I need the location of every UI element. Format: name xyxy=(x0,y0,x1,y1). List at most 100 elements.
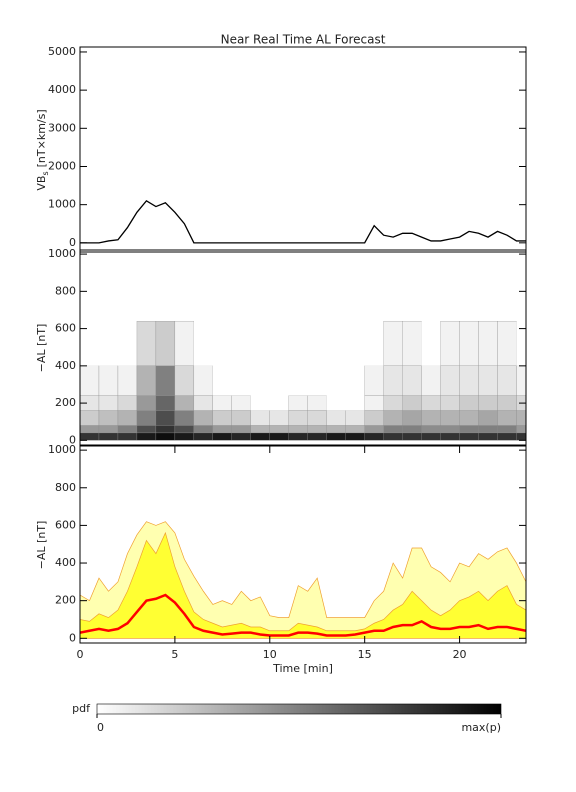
heat-cell xyxy=(98,395,119,411)
y-tick-label: 800 xyxy=(55,284,76,297)
x-tick-label: 5 xyxy=(171,648,178,661)
heat-cell xyxy=(174,425,195,434)
heat-cell xyxy=(155,395,176,411)
heat-cell xyxy=(174,320,195,366)
heat-cell xyxy=(80,321,99,366)
heat-cell xyxy=(231,425,251,434)
y-label-sub: s xyxy=(41,171,50,175)
heat-cell xyxy=(478,410,498,426)
heat-cell xyxy=(80,365,100,396)
heat-cell xyxy=(269,365,289,396)
heat-cell xyxy=(307,432,327,441)
heat-cell xyxy=(440,410,460,426)
y-tick-label: 2000 xyxy=(48,159,76,172)
heat-cell xyxy=(231,395,251,411)
heat-cell xyxy=(231,365,251,396)
y-tick-label: 1000 xyxy=(48,247,76,260)
heat-cell xyxy=(364,321,384,366)
y-tick-label: 600 xyxy=(55,518,76,531)
frame xyxy=(79,445,527,644)
heat-cell xyxy=(193,410,214,426)
y-axis-label: −AL [nT] xyxy=(35,324,48,373)
heat-cell xyxy=(269,432,289,441)
heat-cell xyxy=(383,425,403,434)
heat-cell xyxy=(231,432,251,441)
heat-cell xyxy=(440,320,460,366)
x-tick-label: 20 xyxy=(453,648,467,661)
y-tick-label: 4000 xyxy=(48,83,76,96)
heat-cell xyxy=(345,432,365,441)
heat-cell xyxy=(193,321,213,366)
y-tick-label: 1000 xyxy=(48,198,76,211)
heat-cell xyxy=(307,425,327,434)
heat-cell xyxy=(98,321,118,366)
heat-cell xyxy=(98,432,119,441)
heat-cell xyxy=(402,410,422,426)
heat-cell xyxy=(212,365,232,396)
plot-area xyxy=(80,521,526,639)
heat-cell xyxy=(250,410,270,426)
heat-cell xyxy=(117,432,138,441)
heat-cell xyxy=(364,365,384,396)
y-tick-label: 1000 xyxy=(48,443,76,456)
y-tick-label: 200 xyxy=(55,594,76,607)
heat-cell xyxy=(117,321,137,366)
y-label-main: VB xyxy=(35,176,48,191)
median-line xyxy=(80,593,526,637)
heat-cell xyxy=(497,365,517,396)
heat-cell xyxy=(212,425,232,434)
colorbar-label: pdf xyxy=(72,702,91,715)
heat-cell xyxy=(155,320,176,366)
heat-cell xyxy=(383,320,403,366)
y-tick-label: 0 xyxy=(69,631,76,644)
heat-cell xyxy=(421,410,441,426)
heat-cell xyxy=(250,395,270,411)
heat-cell xyxy=(269,425,289,434)
heat-cell xyxy=(193,365,214,396)
heat-cell xyxy=(80,425,100,434)
heat-cell xyxy=(478,365,498,396)
heat-cell xyxy=(98,365,119,396)
heat-cell xyxy=(155,365,176,396)
heat-cell xyxy=(497,425,517,434)
heat-cell xyxy=(174,410,195,426)
heat-cell xyxy=(459,320,479,366)
heat-cell xyxy=(497,410,517,426)
heat-cell xyxy=(383,432,403,441)
y-tick-label: 800 xyxy=(55,481,76,494)
heat-cell xyxy=(117,410,138,426)
heat-cell xyxy=(288,321,308,366)
heat-cell xyxy=(155,425,176,434)
heat-cell xyxy=(307,395,327,411)
heat-cell xyxy=(288,410,308,426)
heat-cell xyxy=(383,410,403,426)
heat-cell xyxy=(516,321,526,366)
heat-cell xyxy=(307,410,327,426)
heat-cell xyxy=(459,432,479,441)
heat-cell xyxy=(288,395,308,411)
heat-cell xyxy=(212,321,232,366)
colorbar-tick-label: 0 xyxy=(97,721,104,734)
heat-cell xyxy=(193,395,214,411)
heat-cell xyxy=(326,410,346,426)
colorbar: pdf 0 max(p) xyxy=(72,702,502,734)
heat-cell xyxy=(478,425,498,434)
heat-cell xyxy=(174,395,195,411)
heat-cell xyxy=(516,425,526,434)
heat-cell xyxy=(174,432,195,441)
heat-cell xyxy=(345,425,365,434)
heat-cell xyxy=(459,425,479,434)
plot-area xyxy=(80,199,526,244)
heat-cell xyxy=(402,320,422,366)
heat-cell xyxy=(326,432,346,441)
heat-cell xyxy=(364,410,384,426)
heat-cell xyxy=(421,395,441,411)
heat-cell xyxy=(269,395,289,411)
colorbar-tick-label: max(p) xyxy=(461,721,501,734)
heat-cell xyxy=(231,410,251,426)
heat-cell xyxy=(288,425,308,434)
heat-cell xyxy=(136,320,157,366)
heat-cell xyxy=(345,321,365,366)
heat-cell xyxy=(288,432,308,441)
plot-area xyxy=(80,320,526,441)
